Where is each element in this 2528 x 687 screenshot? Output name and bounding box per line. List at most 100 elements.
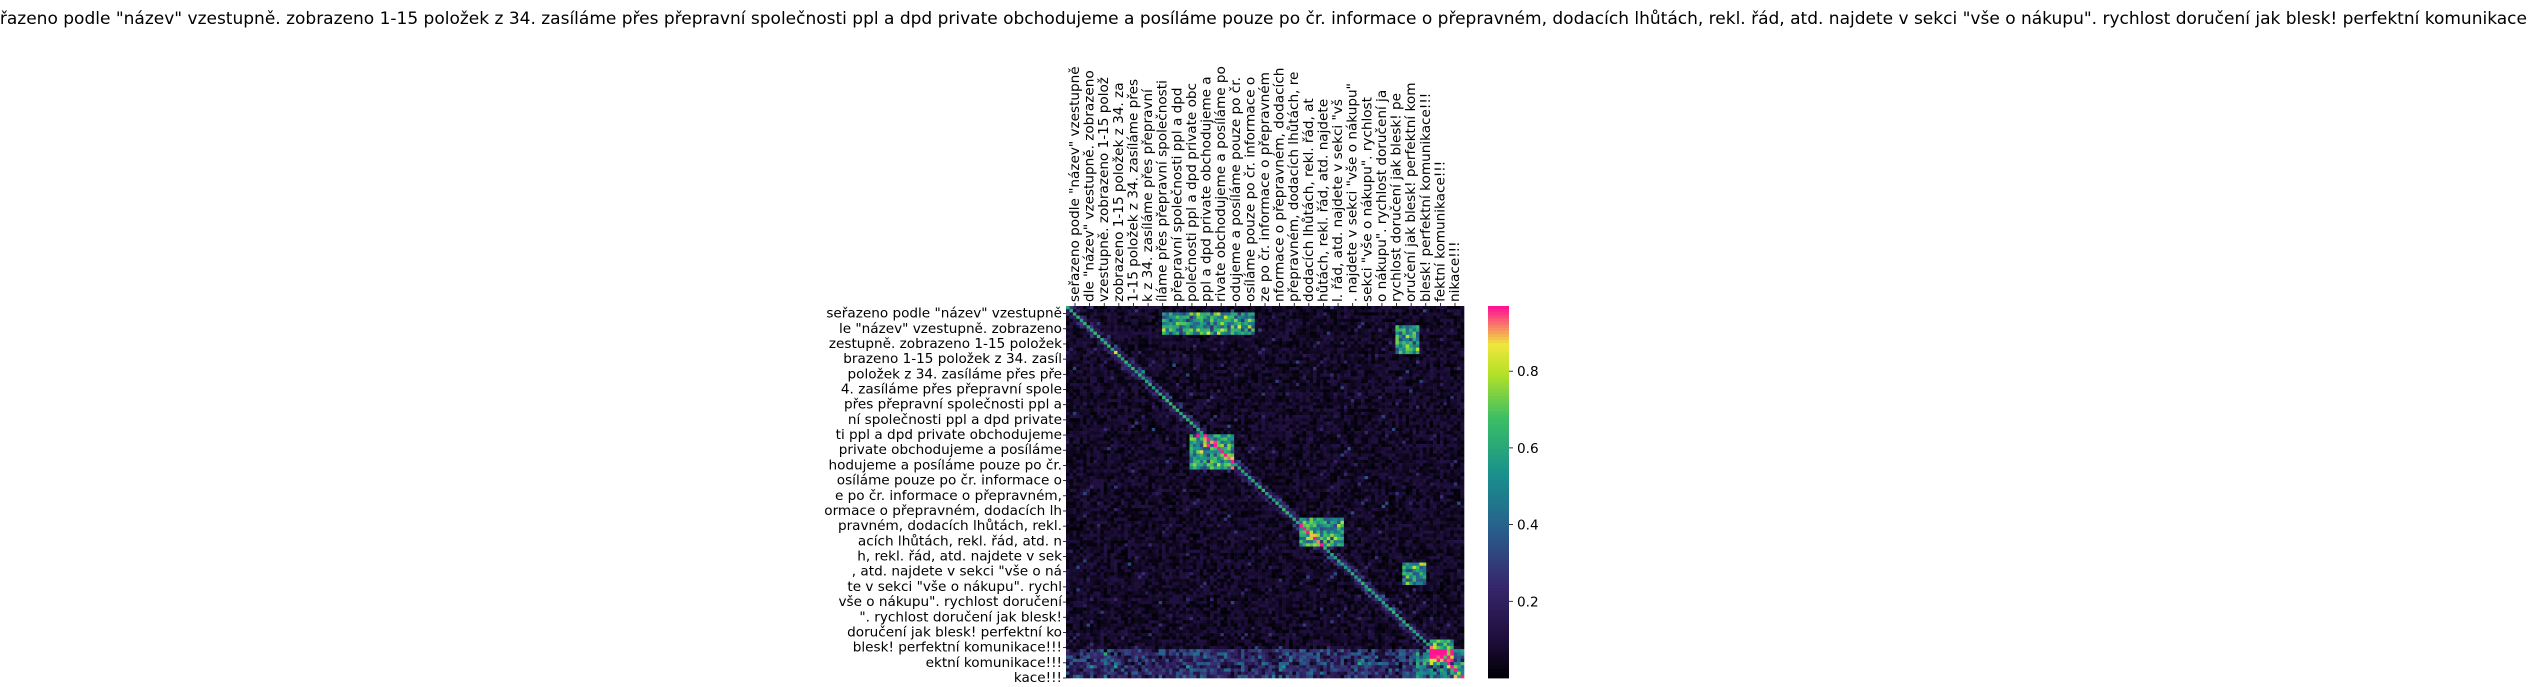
heatmap-cell [1131,370,1135,374]
heatmap-cell [1282,434,1286,438]
heatmap-cell [1422,389,1427,393]
x-tick-label: fektní komunikace!!! [1432,161,1448,302]
heatmap-cell [1371,392,1376,397]
heatmap-cell [1103,350,1108,355]
heatmap-cell [1172,418,1177,422]
heatmap-cell [1158,309,1163,313]
heatmap-cell [1162,411,1166,416]
heatmap-cell [1182,318,1187,323]
heatmap-cell [1066,338,1070,342]
heatmap-cell [1337,357,1341,361]
heatmap-cell [1103,363,1108,368]
heatmap-cell [1227,344,1231,348]
y-tick-label: přes přepravní společnosti ppl a [844,397,1062,413]
heatmap-cell [1295,382,1300,387]
heatmap-cell [1240,392,1245,397]
heatmap-cell [1069,434,1074,438]
heatmap-cell [1381,341,1386,345]
heatmap-cell [1285,427,1290,432]
heatmap-cell [1337,315,1341,320]
heatmap-cell [1429,357,1434,361]
heatmap-cell [1450,408,1455,413]
heatmap-cell [1316,357,1321,361]
heatmap-cell [1319,338,1324,342]
heatmap-cell [1439,408,1444,413]
heatmap-cell [1093,334,1098,339]
heatmap-cell [1155,366,1159,371]
heatmap-cell [1385,408,1389,413]
heatmap-cell [1330,431,1334,435]
heatmap-cell [1385,350,1389,355]
heatmap-cell [1237,431,1242,435]
heatmap-cell [1196,418,1201,422]
heatmap-cell [1402,386,1406,390]
heatmap-cell [1319,437,1324,441]
heatmap-cell [1261,421,1266,425]
heatmap-cell [1186,373,1190,377]
heatmap-cell [1220,334,1225,339]
heatmap-cell [1189,405,1194,409]
heatmap-cell [1240,344,1245,348]
heatmap-cell [1083,399,1087,403]
heatmap-cell [1230,418,1235,422]
heatmap-cell [1076,402,1081,406]
heatmap-cell [1223,350,1228,355]
heatmap-cell [1247,309,1252,313]
heatmap-cell [1244,424,1249,429]
heatmap-cell [1357,338,1362,342]
heatmap-cell [1090,418,1094,422]
heatmap-cell [1415,437,1420,441]
heatmap-cell [1367,427,1372,432]
heatmap-cell [1124,350,1129,355]
heatmap-cell [1343,315,1348,320]
heatmap-cell [1385,399,1389,403]
heatmap-cell [1196,366,1201,371]
heatmap-cell [1107,392,1111,397]
heatmap-cell [1151,421,1156,425]
heatmap-cell [1330,405,1334,409]
heatmap-cell [1415,366,1420,371]
heatmap-cell [1422,395,1427,400]
heatmap-cell [1350,395,1355,400]
heatmap-cell [1405,399,1410,403]
heatmap-cell [1223,306,1228,310]
heatmap-cell [1446,418,1451,422]
heatmap-cell [1412,379,1417,384]
heatmap-cell [1103,437,1108,441]
heatmap-cell [1155,386,1159,390]
heatmap-cell [1086,350,1091,355]
heatmap-cell [1350,415,1355,419]
heatmap-cell [1192,341,1197,345]
heatmap-cell [1093,350,1098,355]
heatmap-cell [1100,421,1105,425]
y-tick-label: ti ppl a dpd private obchodujeme [836,427,1062,443]
heatmap-cell [1306,379,1310,384]
heatmap-cell [1096,370,1101,374]
heatmap-cell [1216,408,1221,413]
heatmap-cell [1282,322,1286,326]
heatmap-cell [1306,382,1310,387]
heatmap-cell [1323,331,1328,336]
heatmap-cell [1323,392,1328,397]
heatmap-cell [1381,392,1386,397]
heatmap-cell [1251,431,1256,435]
heatmap-cell [1124,418,1129,422]
heatmap-cell [1367,344,1372,348]
heatmap-cell [1330,437,1334,441]
heatmap-cell [1096,363,1101,368]
heatmap-cell [1313,395,1317,400]
heatmap-cell [1182,306,1187,310]
heatmap-cell [1199,306,1204,310]
heatmap-cell [1282,341,1286,345]
heatmap-cell [1093,395,1098,400]
heatmap-cell [1066,440,1070,445]
heatmap-cell [1405,328,1410,332]
heatmap-cell [1271,309,1276,313]
heatmap-cell [1244,366,1249,371]
heatmap-cell [1258,363,1262,368]
heatmap-cell [1234,376,1238,381]
heatmap-cell [1247,379,1252,384]
heatmap-cell [1244,306,1249,310]
heatmap-cell [1326,309,1331,313]
heatmap-cell [1333,315,1338,320]
